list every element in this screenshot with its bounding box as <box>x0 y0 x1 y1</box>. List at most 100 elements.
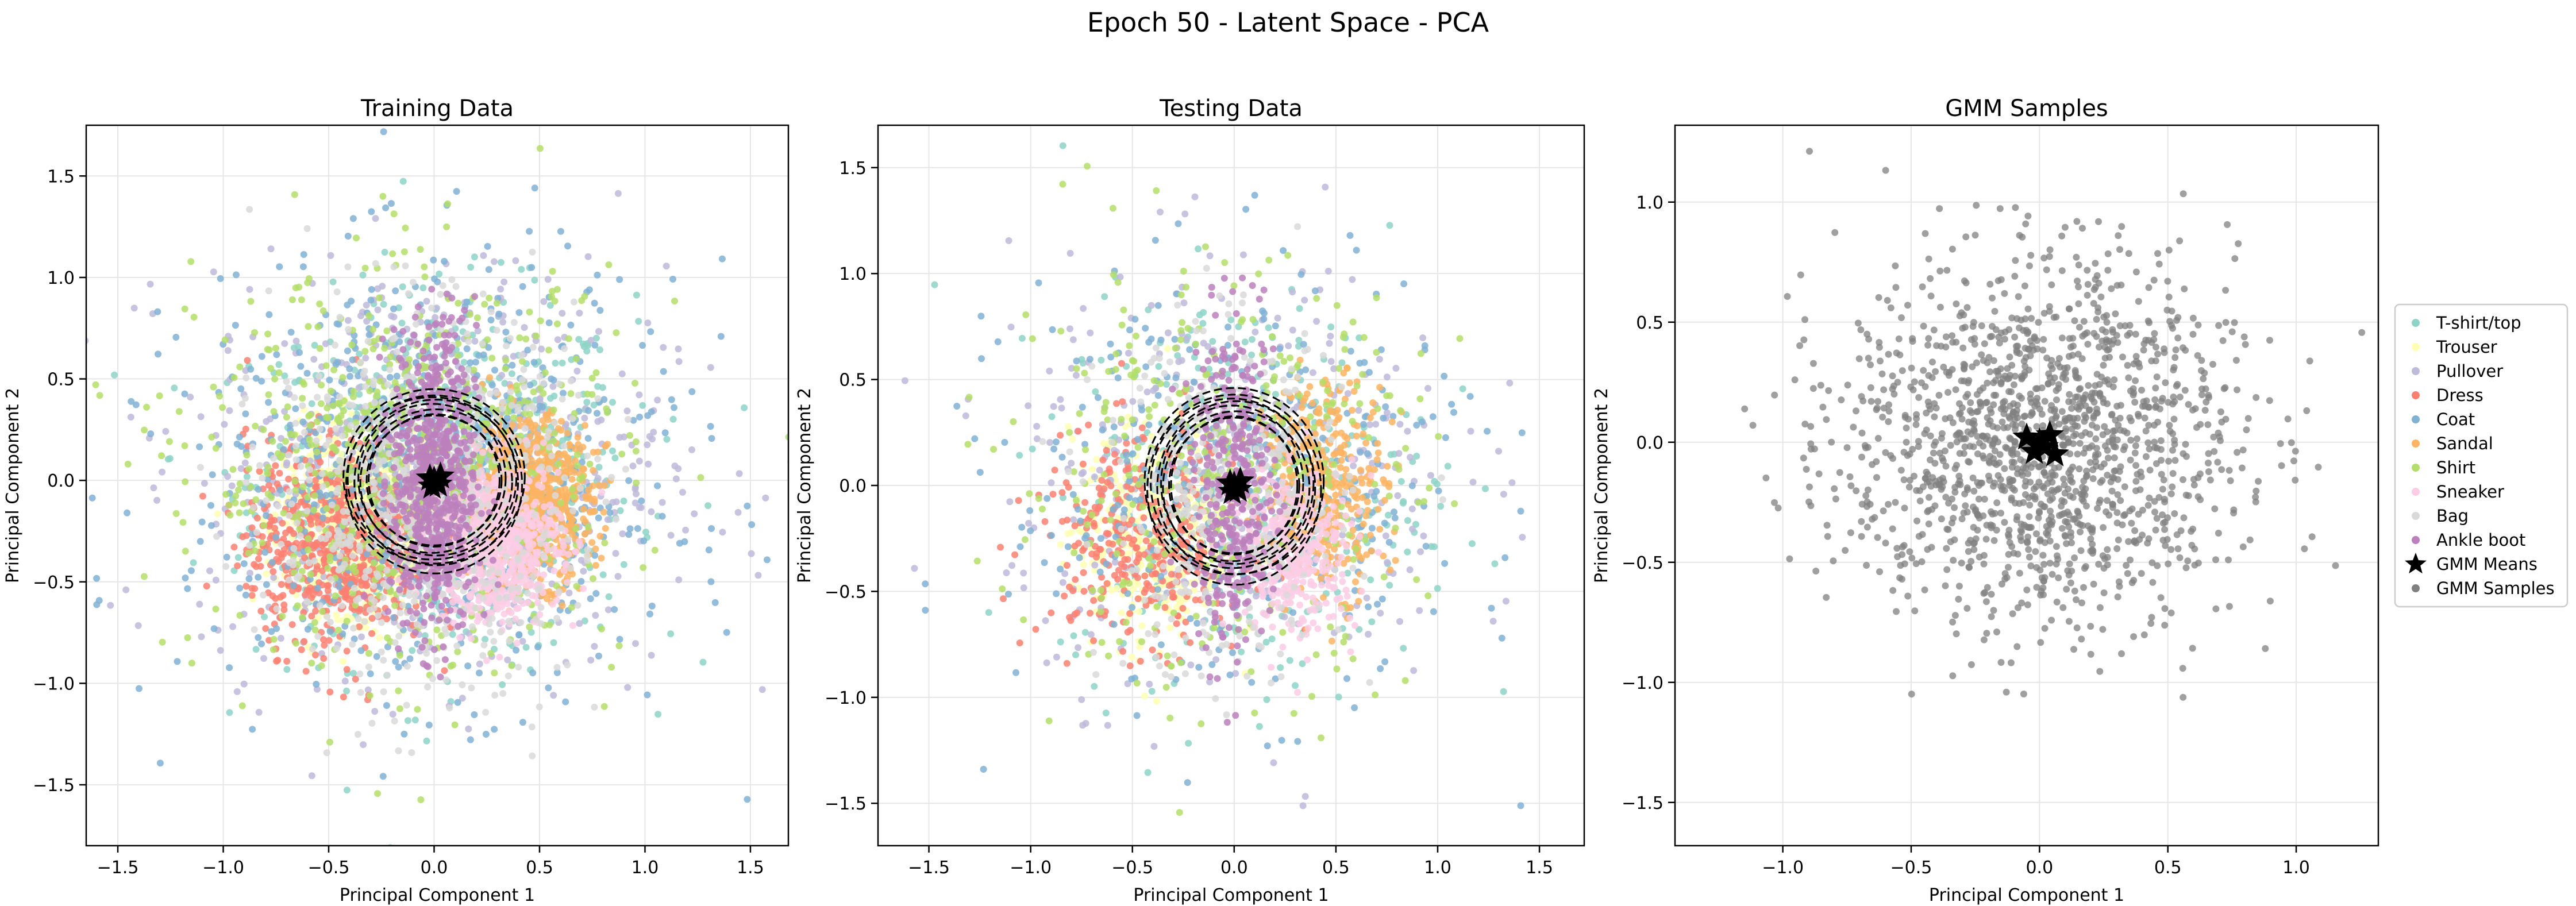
data-point-coat <box>526 228 533 235</box>
data-point-pullover <box>512 257 519 264</box>
data-point-shirt <box>260 426 267 433</box>
data-point-dress <box>253 514 261 522</box>
data-point-shirt <box>324 565 332 572</box>
data-point-coat <box>383 702 390 709</box>
data-point-shirt <box>536 145 544 152</box>
data-point-t-shirt-top <box>359 271 367 279</box>
data-point-coat <box>181 390 188 398</box>
data-point-sandal <box>600 482 608 489</box>
data-point-pullover <box>327 252 334 259</box>
data-point-dress <box>282 529 289 537</box>
data-point-sandal <box>535 476 542 483</box>
data-point-coat <box>453 188 460 195</box>
data-point-coat <box>594 410 600 417</box>
data-point-pullover <box>423 298 430 305</box>
data-point-shirt <box>555 460 562 468</box>
data-point-shirt <box>417 246 424 253</box>
data-point-coat <box>351 635 358 643</box>
data-point-coat <box>764 556 771 564</box>
data-point-shirt <box>323 505 330 512</box>
data-point-t-shirt-top <box>639 402 646 409</box>
data-point-shirt <box>651 546 659 554</box>
data-point-pullover <box>581 414 588 422</box>
data-point-pullover <box>187 394 194 401</box>
data-point-pullover <box>228 482 236 489</box>
data-point-t-shirt-top <box>592 334 600 342</box>
data-point-t-shirt-top <box>642 529 649 536</box>
data-point-shirt <box>269 646 277 653</box>
data-point-coat <box>304 626 311 633</box>
data-point-shirt <box>390 568 397 576</box>
data-point-coat <box>344 347 351 354</box>
data-point-coat <box>471 711 478 718</box>
data-point-coat <box>708 435 715 442</box>
data-point-shirt <box>236 480 244 487</box>
data-point-sandal <box>545 494 553 501</box>
data-point-pullover <box>201 480 208 487</box>
data-point-shirt <box>334 416 341 423</box>
data-point-coat <box>954 573 961 580</box>
data-point-shirt <box>92 381 99 388</box>
data-point-coat <box>252 375 260 382</box>
data-point-coat <box>646 610 653 618</box>
data-point-shirt <box>365 650 372 657</box>
data-point-dress <box>230 543 238 551</box>
data-point-shirt <box>399 386 406 394</box>
data-point-pullover <box>672 475 680 483</box>
data-point-coat <box>367 296 375 304</box>
data-point-shirt <box>376 377 384 385</box>
data-point-shirt <box>370 559 378 566</box>
data-point-shirt <box>540 390 547 397</box>
data-point-shirt <box>221 336 229 344</box>
data-point-coat <box>717 333 725 340</box>
data-point-coat <box>223 553 230 561</box>
data-point-coat <box>441 257 448 265</box>
data-point-pullover <box>682 526 690 534</box>
data-point-shirt <box>491 669 498 677</box>
data-point-pullover <box>675 358 683 365</box>
data-point-pullover <box>540 298 548 305</box>
data-point-coat <box>708 525 715 532</box>
data-point-coat <box>365 331 373 338</box>
data-point-coat <box>174 658 181 665</box>
data-point-pullover <box>604 606 612 614</box>
scatter-points <box>86 128 961 846</box>
data-point-coat <box>292 405 299 412</box>
data-point-dress <box>356 623 363 630</box>
data-point-t-shirt-top <box>460 358 468 366</box>
data-point-coat <box>333 320 341 327</box>
data-point-shirt <box>364 408 372 416</box>
data-point-t-shirt-top <box>499 681 506 688</box>
data-point-coat <box>545 319 553 326</box>
data-point-sandal <box>566 469 573 476</box>
data-point-dress <box>307 541 315 548</box>
data-point-coat <box>357 647 365 654</box>
data-point-coat <box>322 492 330 499</box>
data-point-t-shirt-top <box>595 464 603 471</box>
data-point-shirt <box>376 294 383 302</box>
data-point-pullover <box>480 252 487 259</box>
data-point-shirt <box>264 330 272 338</box>
data-point-pullover <box>675 576 683 584</box>
data-point-shirt <box>334 626 342 634</box>
data-point-shirt <box>481 300 488 308</box>
data-point-shirt <box>581 292 588 300</box>
data-point-pullover <box>632 499 639 507</box>
data-point-coat <box>592 590 600 597</box>
data-point-pullover <box>433 304 440 312</box>
data-point-pullover <box>762 494 769 502</box>
data-point-shirt <box>307 441 315 448</box>
data-point-pullover <box>758 686 766 693</box>
data-point-pullover <box>604 516 611 523</box>
data-point-t-shirt-top <box>633 291 640 299</box>
data-point-pullover <box>362 354 369 362</box>
data-point-coat <box>236 584 244 592</box>
data-point-shirt <box>391 602 399 610</box>
data-point-shirt <box>251 547 259 554</box>
data-point-shirt <box>502 357 510 364</box>
data-point-shirt <box>324 404 331 412</box>
data-point-t-shirt-top <box>409 647 416 654</box>
data-point-coat <box>198 518 206 526</box>
data-point-dress <box>280 606 288 614</box>
